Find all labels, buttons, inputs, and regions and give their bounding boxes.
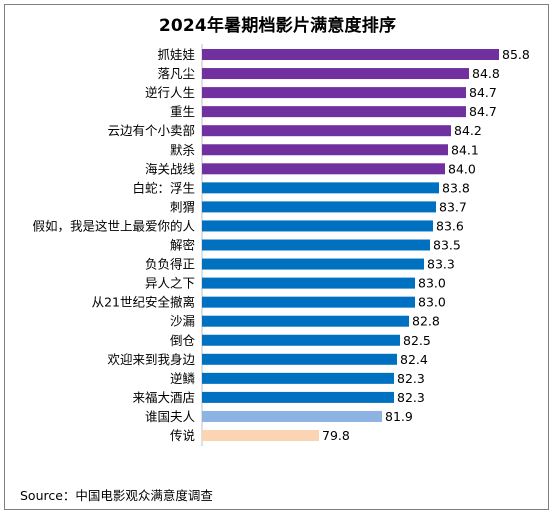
value-label: 81.9 xyxy=(385,409,413,424)
bar xyxy=(202,353,397,365)
value-label: 84.1 xyxy=(451,142,479,157)
category-label: 谁国夫人 xyxy=(145,409,196,424)
category-label: 假如，我是这世上最爱你的人 xyxy=(32,218,195,233)
bar xyxy=(202,334,400,346)
bar xyxy=(202,68,469,80)
bar xyxy=(202,182,439,194)
category-label: 云边有个小卖部 xyxy=(107,123,195,138)
bar xyxy=(202,106,466,118)
category-label: 欢迎来到我身边 xyxy=(107,352,195,367)
category-label: 从21世纪安全撤离 xyxy=(92,295,195,310)
category-label: 默杀 xyxy=(170,142,195,157)
bar xyxy=(202,372,394,384)
bar xyxy=(202,410,382,422)
category-label: 解密 xyxy=(170,238,195,253)
category-label: 海关战线 xyxy=(145,161,196,176)
bar xyxy=(202,125,451,137)
value-label: 83.6 xyxy=(436,218,464,233)
value-label: 84.0 xyxy=(448,161,476,176)
category-label: 刺猬 xyxy=(170,199,195,214)
category-label: 传说 xyxy=(170,428,195,443)
chart-source: Source：中国电影观众满意度调查 xyxy=(20,488,213,503)
value-label: 84.2 xyxy=(454,123,482,138)
category-label: 来福大酒店 xyxy=(132,390,195,405)
bar xyxy=(202,49,499,60)
value-label: 83.0 xyxy=(418,276,446,291)
bar-chart: 抓娃娃 85.8 落凡尘 84.8 逆行人生 84.7 重生 84.7 云边有个小卖部 84.2 默… xyxy=(32,44,530,447)
category-label: 重生 xyxy=(170,104,195,119)
category-label: 异人之下 xyxy=(145,276,195,291)
value-label: 82.8 xyxy=(412,314,440,329)
category-label: 逆行人生 xyxy=(145,85,195,100)
bar xyxy=(202,201,436,213)
value-label: 83.8 xyxy=(442,180,470,195)
category-label: 抓娃娃 xyxy=(157,47,195,62)
value-label: 83.0 xyxy=(418,295,446,310)
chart-title: 2024年暑期档影片满意度排序 xyxy=(158,16,397,36)
value-label: 79.8 xyxy=(322,428,350,443)
category-label: 倒仓 xyxy=(170,333,196,348)
bar xyxy=(202,220,433,232)
bar xyxy=(202,430,319,441)
value-label: 83.7 xyxy=(439,199,467,214)
value-label: 82.3 xyxy=(397,390,425,405)
bar xyxy=(202,239,430,251)
bar xyxy=(202,277,415,289)
bar xyxy=(202,391,394,403)
value-label: 84.7 xyxy=(469,85,497,100)
category-label: 沙漏 xyxy=(170,314,195,329)
bar xyxy=(202,315,409,327)
chart-frame: 2024年暑期档影片满意度排序 抓娃娃 85.8 落凡尘 84.8 逆行人生 84.7 重生… xyxy=(4,4,549,510)
bar xyxy=(202,258,424,270)
category-label: 白蛇：浮生 xyxy=(132,180,195,195)
value-label: 84.7 xyxy=(469,104,497,119)
value-label: 85.8 xyxy=(502,47,530,62)
category-label: 负负得正 xyxy=(145,257,195,272)
value-label: 82.3 xyxy=(397,371,425,386)
bar xyxy=(202,144,448,156)
value-label: 82.4 xyxy=(400,352,428,367)
category-label: 逆鳞 xyxy=(170,371,196,386)
value-label: 82.5 xyxy=(403,333,431,348)
bar xyxy=(202,296,415,308)
bar xyxy=(202,163,445,175)
value-label: 83.5 xyxy=(433,238,461,253)
category-label: 落凡尘 xyxy=(157,66,195,81)
value-label: 84.8 xyxy=(472,66,500,81)
bar xyxy=(202,87,466,99)
value-label: 83.3 xyxy=(427,257,455,272)
